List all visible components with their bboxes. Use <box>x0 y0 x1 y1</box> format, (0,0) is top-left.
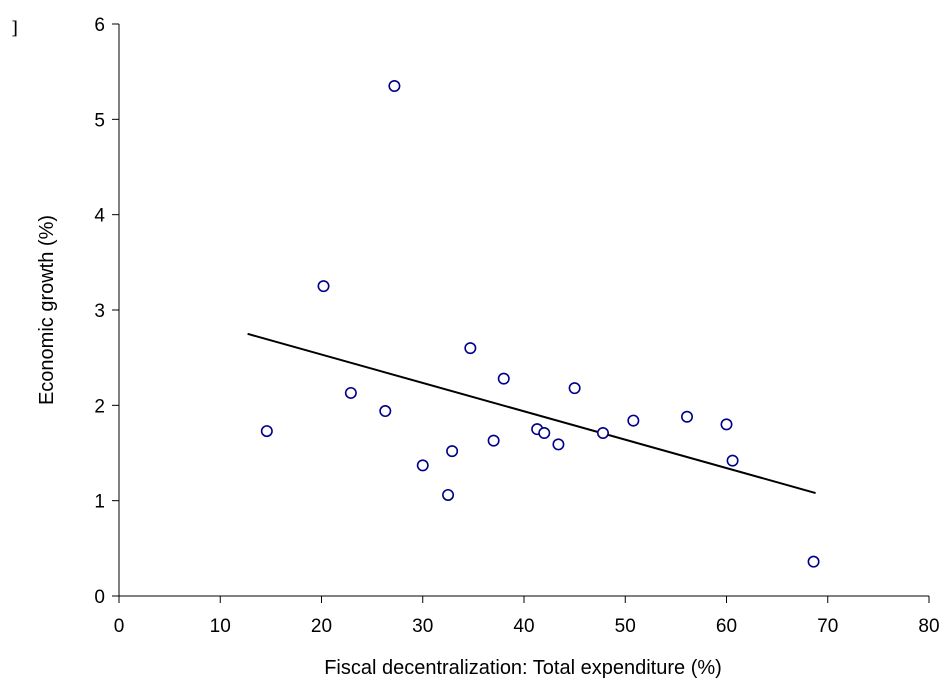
y-tick-label: 6 <box>94 15 105 36</box>
data-points <box>260 79 820 568</box>
data-point <box>807 555 820 568</box>
data-point <box>538 426 551 439</box>
data-point <box>627 414 640 427</box>
data-point <box>720 418 733 431</box>
x-tick-label: 50 <box>615 616 636 637</box>
x-tick-label: 0 <box>114 616 125 637</box>
y-tick-label: 4 <box>94 206 105 227</box>
y-axis-title: Economic growth (%) <box>36 215 58 405</box>
data-point <box>388 79 401 92</box>
x-axis-title: Fiscal decentralization: Total expenditu… <box>324 657 722 679</box>
y-tick-label: 5 <box>94 110 105 131</box>
trendline <box>247 332 816 495</box>
x-axis-ticks: 0 10 20 30 40 50 60 70 80 <box>114 596 940 637</box>
data-point <box>487 434 500 447</box>
y-tick-label: 1 <box>94 492 105 513</box>
data-point <box>442 488 455 501</box>
data-point <box>379 405 392 418</box>
y-axis-ticks: 0 1 2 3 4 5 6 <box>94 15 119 608</box>
corner-mark: ] <box>11 18 19 39</box>
data-point <box>416 459 429 472</box>
x-tick-label: 30 <box>412 616 433 637</box>
data-point <box>446 445 459 458</box>
x-tick-label: 60 <box>716 616 737 637</box>
x-tick-label: 20 <box>311 616 332 637</box>
trendline-group <box>247 332 816 495</box>
data-point <box>552 438 565 451</box>
data-point <box>596 426 609 439</box>
data-point <box>497 372 510 385</box>
y-tick-label: 3 <box>94 301 105 322</box>
x-tick-label: 80 <box>918 616 939 637</box>
y-tick-label: 2 <box>94 396 105 417</box>
data-point <box>568 382 581 395</box>
x-tick-label: 70 <box>817 616 838 637</box>
data-point <box>260 425 273 438</box>
x-tick-label: 10 <box>210 616 231 637</box>
data-point <box>317 280 330 293</box>
data-point <box>464 342 477 355</box>
y-tick-label: 0 <box>94 587 105 608</box>
x-tick-label: 40 <box>513 616 534 637</box>
data-point <box>681 410 694 423</box>
axes: 0 1 2 3 4 5 6 0 10 20 30 40 50 60 70 80 <box>94 15 939 637</box>
data-point <box>344 386 357 399</box>
data-point <box>726 454 739 467</box>
